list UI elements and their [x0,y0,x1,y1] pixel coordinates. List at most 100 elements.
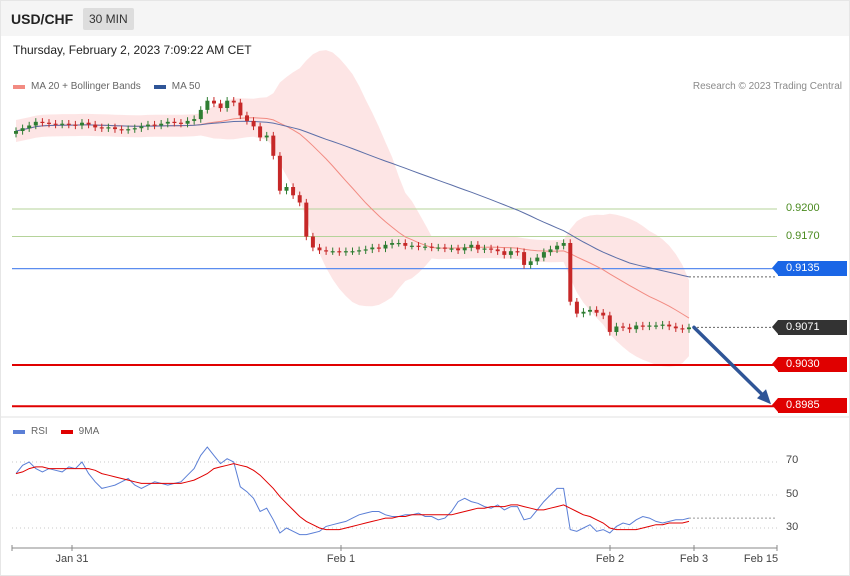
candle-down [522,252,527,265]
x-tick-feb-1: Feb 1 [326,553,356,565]
rsi-tick-50: 50 [786,488,799,500]
candle-up [185,120,190,124]
candle-down [621,326,625,328]
legend-item-ma20: MA 20 + Bollinger Bands [13,81,141,92]
candle-up [482,248,487,250]
candle-down [212,100,216,104]
candle-down [93,124,98,128]
legend-item-rsi-ma: 9MA [60,426,100,437]
candle-up [383,244,388,249]
candle-up [165,121,170,124]
candle-up [660,324,665,326]
candle-up [159,123,164,126]
candle-down [99,127,104,129]
price-label-0-9200: 0.9200 [786,202,820,214]
candle-up [449,248,454,250]
legend-swatch-ma20 [13,84,25,89]
candle-up [581,311,586,314]
candle-up [588,309,592,312]
candle-down [218,103,223,109]
legend-label-rsi: RSI [31,426,48,437]
candle-down [258,126,263,138]
price-tag-pointer [772,357,778,371]
candle-up [409,245,414,247]
symbol-title: USD/CHF [11,11,74,27]
candle-down [53,123,58,125]
price-label-0-8985: 0.8985 [772,398,847,413]
candle-down [317,247,322,251]
candle-down [376,247,381,249]
candle-up [370,247,375,250]
legend-swatch-rsi [13,429,25,434]
legend-swatch-ma50 [153,84,166,89]
candle-up [139,126,144,129]
price-value-0-9030: 0.9030 [786,358,820,370]
price-label-0-9071: 0.9071 [772,320,847,335]
candle-up [106,127,111,129]
candle-down [231,100,236,103]
candle-up [350,251,355,253]
candle-up [528,261,533,265]
candle-up [27,125,32,129]
candle-down [238,102,243,116]
candle-down [304,202,309,237]
candle-up [363,249,368,251]
candle-down [495,249,500,252]
candle-down [607,315,612,332]
candle-up [126,129,131,131]
candle-down [502,251,507,255]
price-label-0-9030: 0.9030 [772,357,847,372]
x-tick-feb-2: Feb 2 [595,553,625,565]
candle-down [416,245,421,247]
candle-down [40,121,45,123]
legend-label-rsi-ma: 9MA [78,426,100,437]
candle-down [277,155,282,191]
target-arrow-head [757,389,771,405]
candle-down [337,251,342,253]
candle-up [647,325,652,327]
candle-up [60,123,65,125]
candle-up [357,250,362,252]
price-value-0-9135: 0.9135 [786,262,820,274]
candle-down [119,129,124,131]
price-label-0-9170: 0.9170 [786,230,820,242]
chart-header: USD/CHF 30 MIN [1,1,849,36]
candle-down [310,236,315,248]
rsi-tick-70: 70 [786,454,799,466]
price-tag-pointer [772,261,778,275]
candle-down [568,243,573,302]
candle-up [614,326,619,332]
copyright-text: Research © 2023 Trading Central [692,81,842,92]
x-tick-feb-15: Feb 15 [743,553,779,565]
candle-down [297,195,302,203]
candle-down [475,244,480,250]
candle-up [555,245,560,250]
timeframe-badge[interactable]: 30 MIN [83,8,134,30]
candle-down [456,248,461,251]
legend-label-ma50: MA 50 [171,81,201,92]
candle-down [574,301,579,314]
candle-up [548,249,553,253]
main-legend: MA 20 + Bollinger Bands MA 50 [13,81,213,92]
candle-down [324,250,329,252]
candle-down [113,127,117,130]
candle-down [442,247,447,249]
candle-down [291,187,296,196]
price-label-0-9135: 0.9135 [772,261,847,276]
candle-up [132,128,137,130]
candle-down [601,312,606,316]
candle-up [535,257,540,262]
candle-down [594,309,599,313]
rsi-legend: RSI 9MA [13,426,112,437]
chart-datetime: Thursday, February 2, 2023 7:09:22 AM CE… [13,43,252,57]
candle-up [330,251,335,253]
candle-down [667,324,672,327]
candle-up [14,131,18,134]
candle-up [390,243,395,245]
candle-up [192,119,197,121]
candle-up [264,135,269,138]
candle-up [561,243,566,246]
candle-up [33,121,38,126]
